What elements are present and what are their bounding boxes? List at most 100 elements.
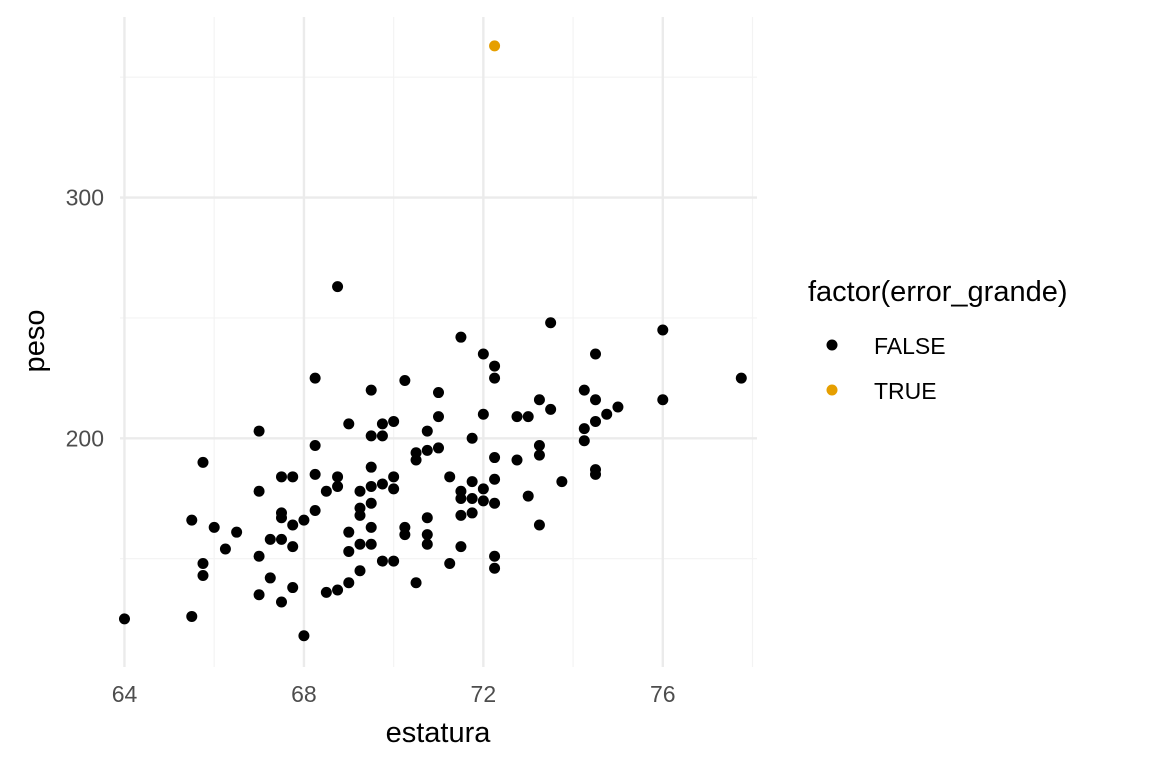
- data-point-false: [332, 471, 344, 483]
- grid: [120, 17, 757, 667]
- data-point-false: [455, 509, 467, 521]
- data-point-false: [533, 440, 545, 452]
- data-point-false: [298, 514, 310, 526]
- data-point-false: [332, 281, 344, 293]
- data-point-false: [287, 541, 299, 553]
- legend: factor(error_grande) FALSE TRUE: [808, 276, 1068, 404]
- data-point-false: [477, 348, 489, 360]
- data-point-false: [590, 415, 602, 427]
- data-point-false: [388, 471, 400, 483]
- data-point-false: [365, 461, 377, 473]
- data-point-false: [556, 476, 568, 488]
- data-point-false: [489, 360, 501, 372]
- data-point-false: [354, 485, 366, 497]
- data-point-false: [343, 526, 355, 538]
- data-point-false: [590, 394, 602, 406]
- data-point-false: [578, 423, 590, 435]
- data-point-false: [354, 565, 366, 577]
- y-axis-title: peso: [19, 310, 51, 373]
- data-point-false: [466, 492, 478, 504]
- data-point-false: [275, 512, 287, 524]
- legend-key-true: [826, 384, 838, 396]
- data-point-false: [489, 497, 501, 509]
- data-point-false: [275, 471, 287, 483]
- data-point-false: [354, 538, 366, 550]
- data-point-false: [197, 456, 209, 468]
- x-tick-label: 68: [291, 681, 317, 707]
- legend-label-false: FALSE: [874, 333, 946, 359]
- data-point-false: [186, 610, 198, 622]
- data-point-false: [388, 415, 400, 427]
- data-point-false: [253, 589, 265, 601]
- data-point-false: [466, 432, 478, 444]
- data-point-false: [533, 394, 545, 406]
- data-point-false: [320, 485, 332, 497]
- data-point-false: [444, 471, 456, 483]
- data-point-false: [399, 375, 411, 387]
- data-point-false: [466, 507, 478, 519]
- data-point-false: [455, 331, 467, 343]
- x-axis-title: estatura: [386, 717, 492, 749]
- data-point-false: [421, 538, 433, 550]
- data-point-false: [477, 495, 489, 507]
- data-point-false: [264, 572, 276, 584]
- data-point-false: [489, 473, 501, 485]
- data-point-false: [410, 577, 422, 589]
- data-point-false: [466, 476, 478, 488]
- data-point-false: [522, 411, 534, 423]
- legend-key-false: [826, 339, 838, 351]
- data-point-false: [388, 555, 400, 567]
- data-point-false: [455, 541, 467, 553]
- x-tick-label: 72: [471, 681, 497, 707]
- legend-title: factor(error_grande): [808, 276, 1068, 308]
- y-tick-label: 200: [66, 425, 104, 451]
- data-point-false: [253, 485, 265, 497]
- data-point-false: [421, 425, 433, 437]
- data-point-false: [511, 454, 523, 466]
- data-point-false: [421, 444, 433, 456]
- data-point-false: [444, 557, 456, 569]
- data-point-false: [578, 384, 590, 396]
- data-point-false: [365, 497, 377, 509]
- data-point-false: [365, 384, 377, 396]
- data-point-false: [421, 512, 433, 524]
- data-point-false: [186, 514, 198, 526]
- data-point-false: [275, 533, 287, 545]
- legend-label-true: TRUE: [874, 378, 937, 404]
- data-point-false: [332, 480, 344, 492]
- data-point-false: [601, 408, 613, 420]
- data-point-false: [197, 570, 209, 582]
- data-point-false: [376, 430, 388, 442]
- data-point-false: [264, 533, 276, 545]
- data-point-false: [376, 478, 388, 490]
- data-point-false: [533, 519, 545, 531]
- data-point-false: [309, 440, 321, 452]
- data-point-false: [477, 408, 489, 420]
- data-point-false: [433, 442, 444, 454]
- x-tick-label: 76: [650, 681, 676, 707]
- data-point-false: [489, 562, 501, 574]
- data-point-false: [590, 348, 602, 360]
- data-point-false: [231, 526, 243, 538]
- data-point-false: [410, 454, 422, 466]
- data-points: [118, 40, 747, 642]
- data-point-false: [489, 550, 501, 562]
- data-point-false: [287, 582, 299, 594]
- data-point-false: [735, 372, 747, 384]
- data-point-false: [376, 555, 388, 567]
- data-point-false: [275, 596, 287, 608]
- x-tick-label: 64: [112, 681, 138, 707]
- data-point-false: [433, 411, 444, 423]
- data-point-false: [298, 630, 310, 642]
- data-point-false: [309, 372, 321, 384]
- data-point-false: [287, 471, 299, 483]
- data-point-false: [365, 538, 377, 550]
- data-point-false: [590, 468, 602, 480]
- data-point-false: [399, 529, 411, 541]
- data-point-false: [657, 394, 669, 406]
- data-point-false: [489, 452, 501, 464]
- data-point-false: [455, 492, 467, 504]
- data-point-false: [657, 324, 669, 336]
